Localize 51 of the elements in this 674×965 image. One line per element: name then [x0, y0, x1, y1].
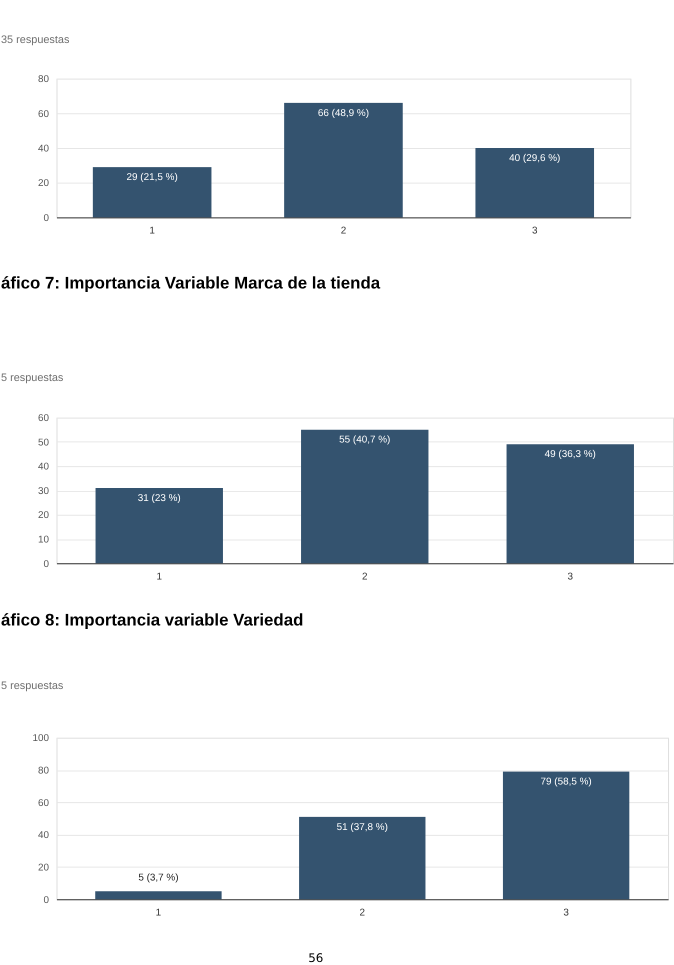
- bar: [299, 816, 426, 900]
- y-tick-label: 80: [38, 766, 50, 777]
- chart-title: áfico 8: Importancia variable Variedad: [0, 610, 304, 630]
- x-tick-label: 3: [532, 226, 538, 237]
- x-tick-label: 2: [362, 572, 368, 583]
- y-tick-label: 20: [38, 510, 50, 522]
- bar: [502, 772, 630, 900]
- data-label: 66 (48,9 %): [318, 108, 370, 119]
- data-label: 29 (21,5 %): [126, 172, 178, 183]
- y-tick-label: 40: [38, 830, 50, 842]
- y-tick-label: 40: [38, 143, 50, 154]
- bar: [506, 444, 634, 564]
- x-tick-label: 1: [156, 572, 162, 583]
- x-tick-label: 1: [149, 226, 156, 237]
- x-tick-label: 3: [563, 908, 570, 919]
- data-label: 5 (3,7 %): [138, 872, 179, 884]
- text: 56: [308, 950, 324, 965]
- x-tick-label: 2: [360, 908, 366, 919]
- bar: [96, 488, 223, 564]
- y-tick-label: 100: [32, 733, 50, 744]
- data-label: 31 (23 %): [138, 492, 181, 504]
- bar: [92, 167, 212, 218]
- x-tick-label: 2: [340, 226, 347, 237]
- x-tick-label: 3: [568, 572, 574, 583]
- y-tick-label: 0: [44, 894, 50, 906]
- data-label: 55 (40,7 %): [339, 434, 390, 446]
- data-label: 79 (58,5 %): [540, 776, 592, 788]
- y-tick-label: 60: [38, 798, 50, 809]
- y-tick-label: 50: [38, 437, 50, 448]
- data-label: 40 (29,6 %): [509, 152, 560, 164]
- y-tick-label: 0: [44, 212, 50, 224]
- data-label: 51 (37,8 %): [336, 822, 388, 833]
- y-tick-label: 80: [38, 74, 50, 86]
- y-tick-label: 10: [38, 534, 50, 546]
- y-tick-label: 40: [38, 462, 50, 473]
- y-tick-label: 0: [44, 558, 50, 570]
- y-tick-label: 60: [38, 413, 50, 424]
- y-tick-label: 30: [38, 486, 50, 497]
- chart-subtitle: 35 respuestas: [0, 34, 70, 46]
- x-tick-label: 1: [156, 908, 162, 919]
- y-tick-label: 20: [38, 862, 50, 874]
- chart-subtitle: 5 respuestas: [0, 372, 64, 384]
- chart-title: áfico 7: Importancia Variable Marca de la tienda: [0, 274, 381, 293]
- bar: [475, 148, 594, 218]
- y-tick-label: 20: [38, 178, 50, 190]
- data-label: 49 (36,3 %): [544, 449, 596, 460]
- bar: [95, 891, 222, 900]
- chart-subtitle: 5 respuestas: [0, 680, 64, 692]
- bar: [301, 430, 428, 564]
- y-tick-label: 60: [38, 108, 50, 120]
- bar: [284, 102, 403, 218]
